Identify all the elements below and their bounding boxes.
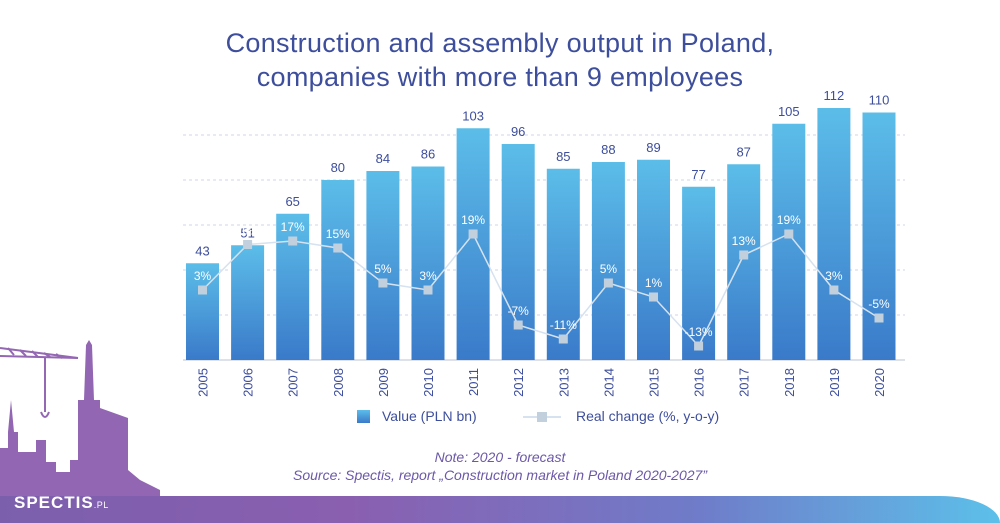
- bar-2010: [411, 166, 445, 360]
- legend-line-swatch: [523, 412, 561, 422]
- change-marker: [423, 285, 433, 295]
- bar-2019: [817, 108, 851, 360]
- bar-2014: [591, 162, 625, 360]
- change-marker: [468, 229, 478, 239]
- bar-value-label: 80: [331, 160, 345, 175]
- bar-value-label: 77: [691, 167, 705, 182]
- x-tick-label: 2005: [196, 368, 211, 397]
- x-tick-label: 2009: [376, 368, 391, 397]
- bar-value-label: 65: [285, 194, 299, 209]
- bar-2007: [276, 213, 310, 360]
- city-skyline-illustration: [0, 340, 160, 523]
- legend-bar-swatch: [357, 410, 370, 423]
- bar-value-label: 86: [421, 147, 435, 162]
- bar-2017: [727, 164, 761, 360]
- bar-2009: [366, 171, 400, 360]
- change-label: 16%: [236, 224, 260, 238]
- change-label: 19%: [461, 213, 485, 227]
- bar-value-label: 103: [462, 108, 484, 123]
- x-tick-label: 2015: [647, 368, 662, 397]
- change-label: 17%: [281, 220, 305, 234]
- change-label: 15%: [326, 227, 350, 241]
- legend-line-label: Real change (%, y-o-y): [576, 408, 720, 424]
- bar-2015: [637, 159, 670, 360]
- change-label: 3%: [419, 269, 437, 283]
- x-tick-label: 2010: [421, 368, 436, 397]
- logo-main: SPECTIS: [14, 493, 94, 512]
- x-tick-label: 2006: [241, 368, 256, 397]
- change-marker: [333, 243, 343, 253]
- x-tick-label: 2016: [692, 368, 707, 397]
- change-label: 3%: [825, 269, 843, 283]
- bar-value-label: 87: [736, 144, 750, 159]
- bar-2008: [321, 180, 355, 360]
- bar-value-label: 51: [240, 225, 254, 240]
- bar-2016: [682, 186, 716, 360]
- chart-title-line-2: companies with more than 9 employees: [256, 62, 744, 92]
- x-tick-label: 2019: [827, 368, 842, 397]
- change-marker: [288, 236, 298, 246]
- x-tick-label: 2017: [737, 368, 752, 397]
- bar-value-label: 85: [556, 149, 570, 164]
- bar-value-label: 110: [869, 93, 890, 108]
- change-line: [201, 232, 880, 348]
- x-tick-label: 2020: [872, 368, 887, 397]
- x-tick-label: 2012: [511, 368, 526, 397]
- bar-value-label: 96: [511, 124, 525, 139]
- change-label: -7%: [508, 304, 530, 318]
- footer-band: [0, 496, 1000, 523]
- bar-value-label: 89: [646, 140, 660, 155]
- bar-2020: [862, 112, 896, 360]
- change-label: 3%: [194, 269, 212, 283]
- change-marker: [694, 341, 704, 351]
- logo-suffix: .PL: [93, 500, 109, 510]
- x-tick-label: 2018: [782, 368, 797, 397]
- bar-value-label: 84: [376, 151, 390, 166]
- bar-2018: [772, 123, 806, 360]
- bar-value-label: 105: [778, 104, 800, 119]
- change-label: -11%: [550, 318, 577, 332]
- spectis-logo: SPECTIS.PL: [14, 493, 109, 513]
- chart-source: Source: Spectis, report „Construction ma…: [293, 467, 707, 483]
- x-tick-label: 2011: [466, 368, 481, 396]
- buildings: [0, 340, 160, 523]
- x-tick-label: 2008: [331, 368, 346, 397]
- change-label: -13%: [685, 325, 713, 339]
- bar-2006: [231, 245, 265, 360]
- change-marker: [739, 250, 749, 260]
- change-marker: [874, 313, 884, 323]
- change-marker: [513, 320, 523, 330]
- change-label: 5%: [600, 262, 618, 276]
- chart-note: Note: 2020 - forecast: [434, 449, 566, 465]
- x-tick-label: 2007: [286, 368, 301, 397]
- change-marker: [558, 334, 568, 344]
- legend-bars-label: Value (PLN bn): [382, 408, 477, 424]
- change-marker: [829, 285, 839, 295]
- change-label: -5%: [868, 297, 890, 311]
- change-label: 1%: [645, 276, 663, 290]
- change-label: 19%: [777, 213, 801, 227]
- change-marker: [243, 240, 253, 249]
- change-marker: [378, 278, 388, 288]
- change-marker: [198, 285, 207, 295]
- change-marker: [649, 292, 658, 302]
- change-marker: [784, 229, 794, 239]
- crane-icon: [0, 347, 79, 418]
- x-tick-label: 2014: [601, 368, 616, 397]
- bar-value-label: 43: [195, 243, 209, 258]
- x-tick-label: 2013: [556, 368, 571, 397]
- bar-2013: [546, 168, 580, 360]
- chart-title-line-1: Construction and assembly output in Pola…: [225, 28, 775, 58]
- bar-2011: [456, 128, 490, 360]
- change-label: 13%: [732, 234, 756, 248]
- change-marker: [603, 278, 613, 288]
- bar-value-label: 88: [601, 142, 615, 157]
- change-label: 5%: [374, 262, 392, 276]
- bar-value-label: 112: [824, 88, 845, 103]
